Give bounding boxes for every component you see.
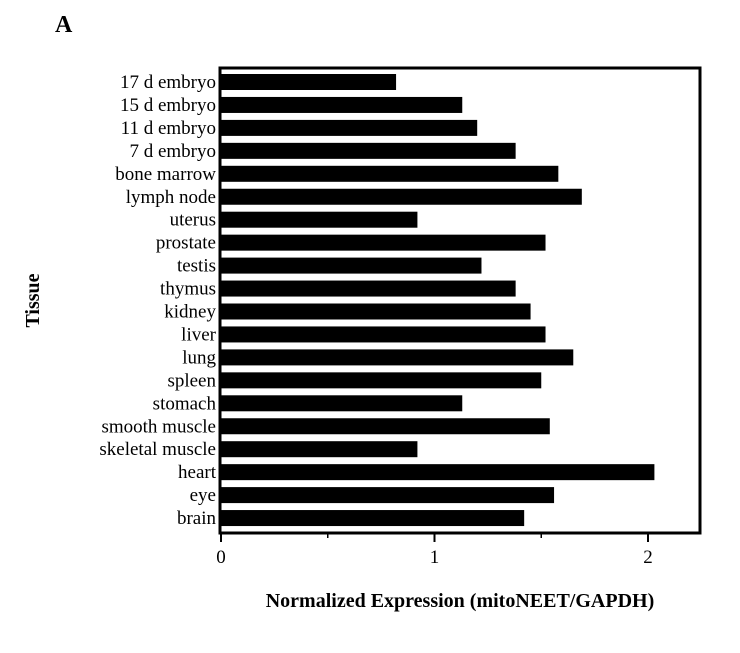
x-tick-label: 0: [216, 547, 226, 568]
bar: [220, 234, 546, 251]
category-label: 7 d embryo: [129, 141, 216, 162]
bar: [220, 257, 482, 274]
category-label: heart: [178, 462, 217, 483]
category-label: kidney: [164, 302, 216, 323]
category-label: smooth muscle: [101, 416, 216, 437]
bar: [220, 96, 463, 113]
category-label: spleen: [167, 370, 216, 391]
bars-group: [220, 74, 655, 527]
bar: [220, 464, 655, 481]
category-label: testis: [177, 256, 216, 277]
bar: [220, 74, 397, 90]
x-axis-group: 0 1 2: [216, 533, 653, 568]
bar: [220, 487, 555, 504]
category-label: prostate: [156, 233, 216, 254]
category-label: stomach: [153, 393, 217, 414]
bar: [220, 119, 478, 136]
bar: [220, 303, 531, 320]
category-label: brain: [177, 508, 217, 529]
y-axis-title: Tissue: [22, 273, 44, 327]
bar: [220, 441, 418, 458]
category-label: 17 d embryo: [120, 72, 216, 93]
bar: [220, 142, 516, 159]
bar: [220, 326, 546, 343]
bar: [220, 418, 550, 435]
bar: [220, 211, 418, 228]
category-label: eye: [190, 485, 216, 506]
category-label: 11 d embryo: [121, 118, 216, 139]
category-label: lymph node: [126, 187, 216, 208]
x-tick-label: 1: [430, 547, 440, 568]
bar: [220, 188, 582, 205]
bar: [220, 280, 516, 297]
category-label: bone marrow: [115, 164, 216, 185]
category-label: liver: [181, 324, 216, 345]
category-label: uterus: [170, 210, 216, 231]
plot-frame: [218, 66, 702, 535]
category-label: 15 d embryo: [120, 95, 216, 116]
bar: [220, 372, 542, 389]
bar: [220, 510, 525, 527]
category-label: thymus: [160, 279, 216, 300]
category-label: skeletal muscle: [99, 439, 216, 460]
x-axis-title: Normalized Expression (mitoNEET/GAPDH): [266, 590, 655, 612]
bar: [220, 165, 559, 182]
panel-label: A: [55, 12, 73, 38]
bar: [220, 395, 463, 412]
x-tick-label: 2: [643, 547, 653, 568]
bar: [220, 349, 574, 366]
category-label: lung: [182, 347, 216, 368]
